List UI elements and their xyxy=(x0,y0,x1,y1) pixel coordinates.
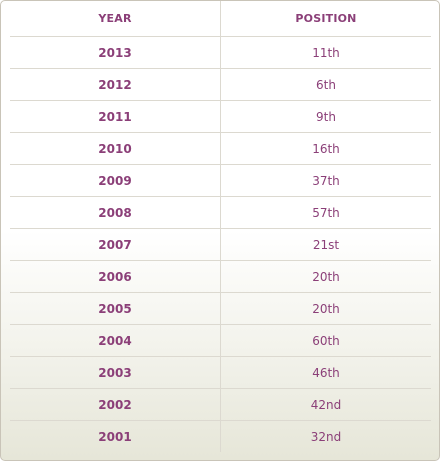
table-row: 2006 20th xyxy=(10,260,431,293)
year-cell: 2008 xyxy=(10,196,221,229)
table-row: 2004 60th xyxy=(10,324,431,357)
year-cell: 2011 xyxy=(10,100,221,133)
position-cell: 21st xyxy=(220,228,431,261)
table-row: 2001 32nd xyxy=(10,420,431,452)
year-cell: 2001 xyxy=(10,420,221,452)
table-row: 2002 42nd xyxy=(10,388,431,421)
table-row: 2005 20th xyxy=(10,292,431,325)
year-cell: 2010 xyxy=(10,132,221,165)
position-cell: 57th xyxy=(220,196,431,229)
position-cell: 16th xyxy=(220,132,431,165)
table-row: 2007 21st xyxy=(10,228,431,261)
year-cell: 2006 xyxy=(10,260,221,293)
position-column-header: POSITION xyxy=(220,1,431,37)
position-cell: 46th xyxy=(220,356,431,389)
position-cell: 37th xyxy=(220,164,431,197)
table-row: 2010 16th xyxy=(10,132,431,165)
table-row: 2012 6th xyxy=(10,68,431,101)
year-cell: 2002 xyxy=(10,388,221,421)
table-row: 2013 11th xyxy=(10,36,431,69)
table-row: 2003 46th xyxy=(10,356,431,389)
year-cell: 2007 xyxy=(10,228,221,261)
table-row: 2009 37th xyxy=(10,164,431,197)
position-cell: 42nd xyxy=(220,388,431,421)
table-row: 2011 9th xyxy=(10,100,431,133)
year-cell: 2009 xyxy=(10,164,221,197)
position-cell: 32nd xyxy=(310,429,342,444)
table-header-row: YEAR POSITION xyxy=(10,1,431,37)
position-cell: 60th xyxy=(220,324,431,357)
year-cell: 2013 xyxy=(10,36,221,69)
year-cell: 2005 xyxy=(10,292,221,325)
year-cell: 2004 xyxy=(10,324,221,357)
year-position-table: YEAR POSITION 2013 11th 2012 6th 2011 9t… xyxy=(10,1,431,452)
year-cell: 2012 xyxy=(10,68,221,101)
position-cell: 20th xyxy=(220,260,431,293)
position-cell: 20th xyxy=(220,292,431,325)
year-column-header: YEAR xyxy=(10,1,221,37)
position-cell: 11th xyxy=(220,36,431,69)
year-cell: 2003 xyxy=(10,356,221,389)
position-cell: 6th xyxy=(220,68,431,101)
position-cell: 9th xyxy=(220,100,431,133)
table-row: 2008 57th xyxy=(10,196,431,229)
